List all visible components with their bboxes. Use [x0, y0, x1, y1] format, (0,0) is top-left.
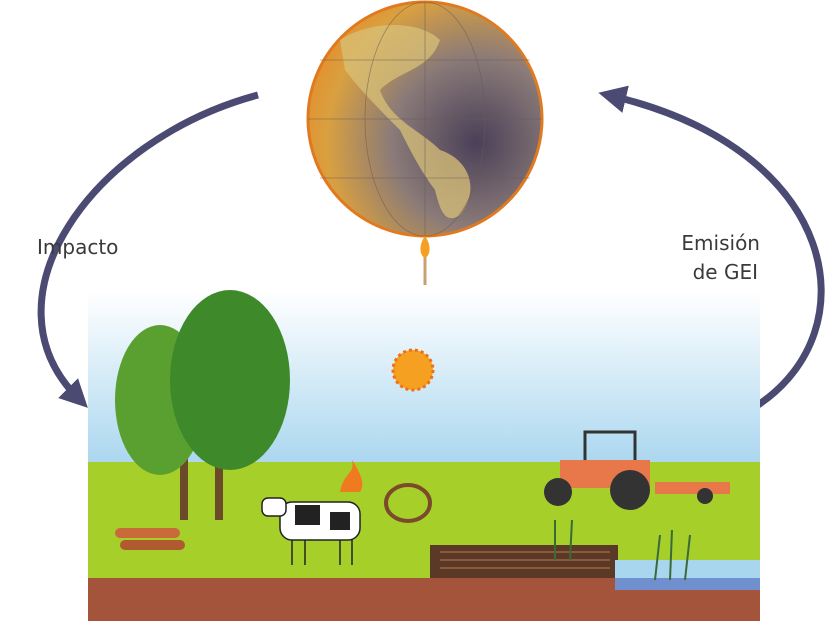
- diagram: Impacto Emisión de GEI: [0, 0, 836, 621]
- impact-label: Impacto: [37, 235, 118, 259]
- landscape: [88, 290, 760, 621]
- emission-label: Emisión: [681, 231, 760, 255]
- globe: [308, 2, 542, 236]
- emission-label: de GEI: [693, 260, 758, 284]
- match: [420, 236, 429, 285]
